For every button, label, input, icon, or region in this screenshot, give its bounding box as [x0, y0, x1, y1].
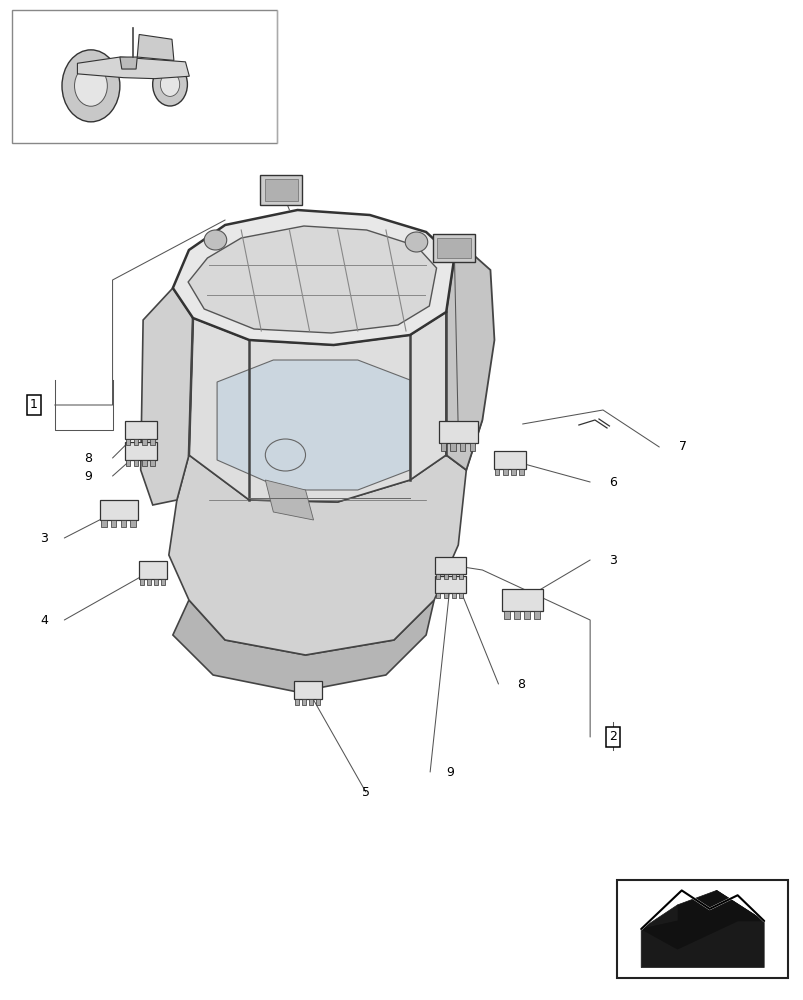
Bar	[130, 520, 136, 527]
Polygon shape	[641, 890, 763, 968]
Bar	[437, 238, 471, 258]
Bar	[134, 460, 138, 466]
Polygon shape	[169, 455, 466, 655]
Polygon shape	[446, 245, 494, 470]
Bar	[147, 579, 151, 585]
Bar	[434, 576, 465, 592]
Polygon shape	[641, 890, 763, 968]
Bar	[438, 421, 477, 443]
Text: 4: 4	[40, 613, 48, 626]
Bar	[134, 439, 138, 445]
Text: 9: 9	[446, 766, 454, 778]
Text: 2: 2	[608, 730, 616, 744]
Bar	[101, 520, 107, 527]
Text: 5: 5	[361, 786, 369, 798]
Bar	[495, 469, 499, 475]
Bar	[443, 592, 447, 598]
Text: 6: 6	[608, 476, 616, 488]
Bar	[260, 175, 302, 205]
Bar	[469, 443, 475, 451]
Polygon shape	[173, 600, 434, 692]
Bar	[294, 681, 321, 699]
Bar	[440, 443, 446, 451]
Bar	[433, 234, 475, 262]
Polygon shape	[141, 288, 193, 505]
Bar	[126, 439, 130, 445]
Bar	[111, 520, 116, 527]
Ellipse shape	[153, 63, 187, 106]
Text: 1: 1	[30, 398, 38, 412]
Bar	[124, 442, 157, 460]
Bar	[450, 443, 455, 451]
Text: 3: 3	[40, 532, 48, 544]
Ellipse shape	[75, 65, 108, 106]
Polygon shape	[77, 57, 190, 79]
Bar	[140, 579, 144, 585]
Polygon shape	[446, 380, 482, 470]
Bar	[316, 699, 320, 705]
Polygon shape	[188, 226, 436, 333]
Polygon shape	[217, 360, 410, 490]
Bar	[617, 880, 787, 978]
Bar	[434, 556, 465, 574]
Polygon shape	[173, 210, 454, 345]
Ellipse shape	[405, 232, 427, 252]
Bar	[150, 439, 154, 445]
Bar	[126, 460, 130, 466]
Polygon shape	[265, 480, 313, 520]
Bar	[161, 579, 165, 585]
Bar	[451, 592, 455, 598]
Bar	[503, 611, 509, 619]
Bar	[124, 421, 157, 439]
Bar	[295, 699, 299, 705]
Text: 7: 7	[679, 440, 687, 454]
Ellipse shape	[161, 72, 180, 96]
Bar	[511, 469, 515, 475]
Polygon shape	[641, 890, 763, 949]
Text: 9: 9	[84, 470, 92, 483]
Bar	[493, 451, 525, 469]
Bar	[12, 10, 277, 143]
Bar	[443, 574, 447, 579]
Bar	[436, 592, 440, 598]
Bar	[451, 574, 455, 579]
Bar	[524, 611, 529, 619]
Bar	[459, 443, 465, 451]
Bar	[503, 469, 507, 475]
Polygon shape	[137, 34, 173, 60]
Polygon shape	[189, 312, 446, 502]
Bar	[436, 574, 440, 579]
Bar	[138, 561, 167, 579]
Bar	[142, 439, 146, 445]
Bar	[459, 592, 463, 598]
Ellipse shape	[204, 230, 226, 250]
Bar	[100, 500, 138, 520]
Bar	[264, 179, 298, 201]
Text: 3: 3	[608, 554, 616, 566]
Bar	[459, 574, 463, 579]
Ellipse shape	[62, 50, 120, 122]
Bar	[502, 589, 542, 611]
Bar	[514, 611, 520, 619]
Bar	[519, 469, 523, 475]
Polygon shape	[120, 57, 137, 69]
Bar	[534, 611, 540, 619]
Text: 8: 8	[516, 678, 524, 690]
Bar	[120, 520, 126, 527]
Text: 8: 8	[84, 452, 92, 464]
Bar	[308, 699, 312, 705]
Bar	[153, 579, 157, 585]
Bar	[150, 460, 154, 466]
Bar	[142, 460, 146, 466]
Bar	[302, 699, 306, 705]
